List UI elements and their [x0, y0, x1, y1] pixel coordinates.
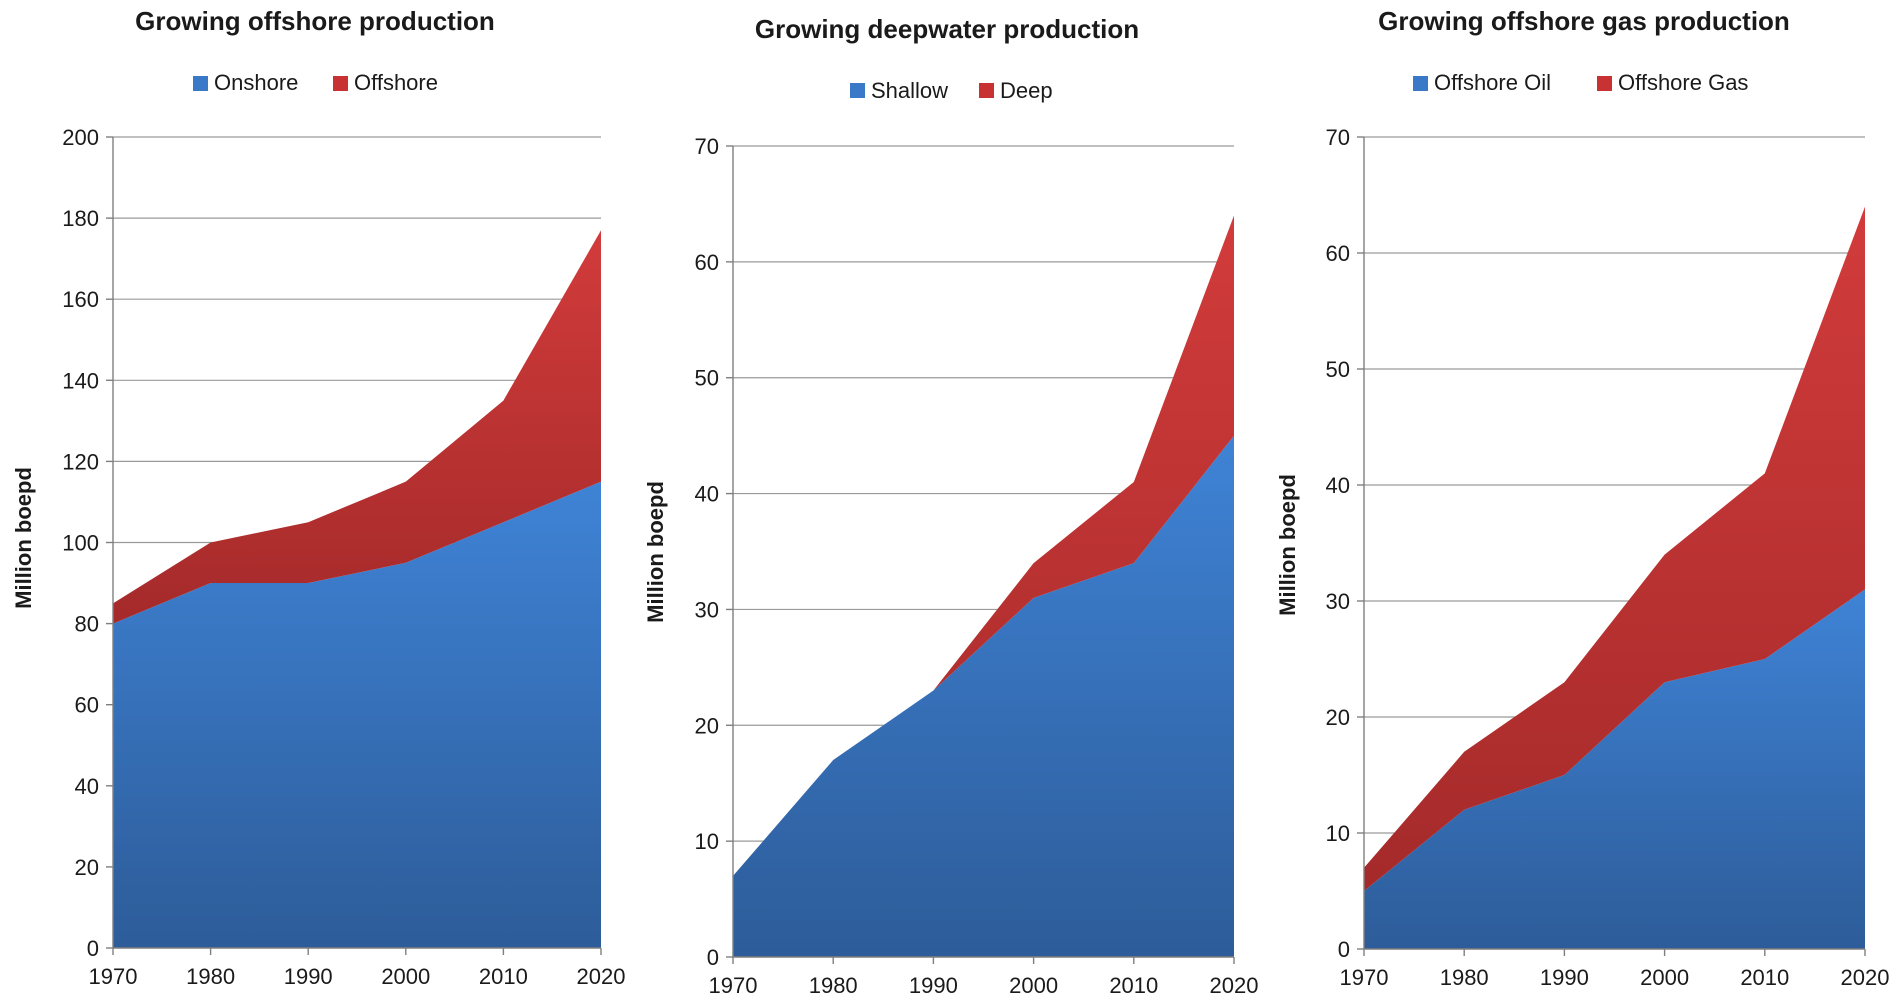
legend: Shallow Deep [850, 78, 1053, 103]
legend-swatch-onshore [193, 76, 208, 91]
y-tick-label: 40 [695, 482, 719, 507]
x-tick-label: 2020 [1210, 973, 1259, 998]
y-tick-label: 40 [75, 774, 99, 799]
chart-panel-2: Growing deepwater production Shallow Dee… [643, 14, 1258, 998]
y-tick-label: 0 [1338, 937, 1350, 962]
y-axis-title: Million boepd [1275, 474, 1300, 616]
x-tick-label: 1970 [709, 973, 758, 998]
y-tick-label: 70 [1326, 125, 1350, 150]
legend-label-offshore: Offshore [354, 70, 438, 95]
x-tick-label: 1970 [89, 964, 138, 989]
y-tick-label: 10 [1326, 821, 1350, 846]
x-tick-label: 1990 [1540, 965, 1589, 990]
y-tick-label: 180 [62, 206, 99, 231]
legend-label-onshore: Onshore [214, 70, 298, 95]
y-tick-label: 50 [695, 366, 719, 391]
area-series-offshore-gas [1364, 206, 1865, 892]
legend-swatch-offshore-gas [1597, 76, 1612, 91]
legend-swatch-offshore-oil [1413, 76, 1428, 91]
legend-swatch-offshore [333, 76, 348, 91]
y-tick-label: 10 [695, 829, 719, 854]
plot-area: 0 20 40 60 80 100 120 140 160 180 200 1970 1980 1990 2… [62, 125, 625, 989]
x-tick-label: 1970 [1340, 965, 1389, 990]
y-tick-label: 80 [75, 612, 99, 637]
y-tick-label: 50 [1326, 357, 1350, 382]
chart-title: Growing offshore production [135, 6, 495, 36]
y-tick-label: 60 [75, 693, 99, 718]
x-tick-label: 1990 [284, 964, 333, 989]
x-tick-label: 2020 [1841, 965, 1890, 990]
x-tick-label: 2000 [381, 964, 430, 989]
area-series-offshore-oil [1364, 589, 1865, 949]
y-tick-label: 120 [62, 449, 99, 474]
y-tick-label: 100 [62, 531, 99, 556]
y-tick-label: 140 [62, 368, 99, 393]
x-tick-label: 1980 [186, 964, 235, 989]
y-tick-label: 30 [1326, 589, 1350, 614]
plot-area: 0 10 20 30 40 50 60 70 1970 1980 1990 2000 2010 2020 [695, 134, 1259, 998]
x-tick-label: 1980 [1440, 965, 1489, 990]
y-tick-label: 0 [87, 936, 99, 961]
y-tick-label: 20 [75, 855, 99, 880]
legend: Offshore Oil Offshore Gas [1413, 70, 1748, 95]
legend-label-deep: Deep [1000, 78, 1053, 103]
area-series-offshore [113, 230, 601, 624]
chart-panel-3: Growing offshore gas production Offshore… [1275, 6, 1889, 990]
area-series-deep [733, 215, 1234, 876]
legend-swatch-shallow [850, 83, 865, 98]
y-tick-label: 60 [1326, 241, 1350, 266]
x-tick-label: 2000 [1009, 973, 1058, 998]
chart-title: Growing offshore gas production [1378, 6, 1790, 36]
legend-label-shallow: Shallow [871, 78, 948, 103]
x-tick-label: 1980 [809, 973, 858, 998]
chart-title: Growing deepwater production [755, 14, 1139, 44]
y-axis-title: Million boepd [11, 467, 36, 609]
y-tick-label: 30 [695, 597, 719, 622]
y-tick-label: 60 [695, 250, 719, 275]
x-tick-label: 2010 [1740, 965, 1789, 990]
legend-label-offshore-oil: Offshore Oil [1434, 70, 1551, 95]
legend-label-offshore-gas: Offshore Gas [1618, 70, 1748, 95]
x-tick-label: 1990 [909, 973, 958, 998]
y-tick-label: 70 [695, 134, 719, 159]
x-tick-label: 2000 [1640, 965, 1689, 990]
y-tick-label: 20 [695, 713, 719, 738]
y-tick-label: 160 [62, 287, 99, 312]
x-tick-label: 2020 [577, 964, 626, 989]
x-tick-label: 2010 [1109, 973, 1158, 998]
legend: Onshore Offshore [193, 70, 438, 95]
area-series-onshore [113, 481, 601, 948]
chart-panel-1: Growing offshore production Onshore Offs… [11, 6, 625, 989]
y-tick-label: 200 [62, 125, 99, 150]
y-tick-label: 20 [1326, 705, 1350, 730]
x-tick-label: 2010 [479, 964, 528, 989]
y-axis-title: Million boepd [643, 481, 668, 623]
area-series-shallow [733, 435, 1234, 958]
y-tick-label: 0 [707, 945, 719, 970]
plot-area: 0 10 20 30 40 50 60 70 1970 1980 1990 2000 2010 2020 [1326, 125, 1890, 990]
y-tick-label: 40 [1326, 473, 1350, 498]
legend-swatch-deep [979, 83, 994, 98]
